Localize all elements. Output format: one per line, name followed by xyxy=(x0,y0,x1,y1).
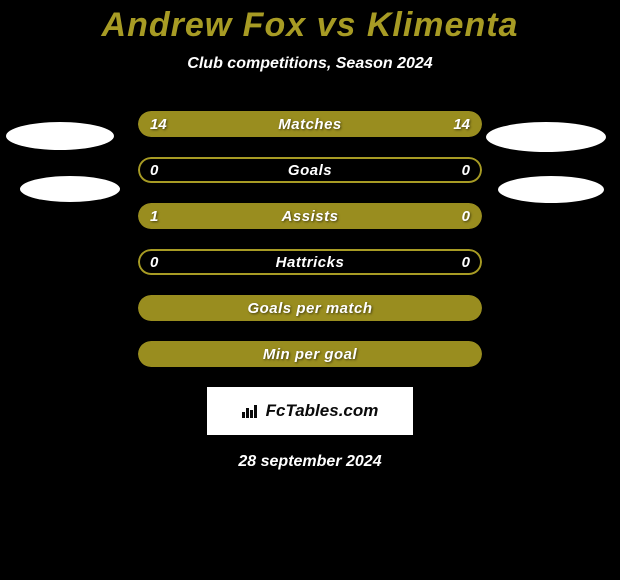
stat-label: Assists xyxy=(138,203,482,229)
stat-label: Min per goal xyxy=(138,341,482,367)
logo-text: FcTables.com xyxy=(266,401,379,421)
stat-value-right: 14 xyxy=(453,111,470,137)
stat-row-hattricks: Hattricks0 0 xyxy=(138,249,482,275)
stat-value-right: 0 xyxy=(462,203,470,229)
decorative-ellipse xyxy=(20,176,120,202)
stat-row-goals-per-match: Goals per match xyxy=(138,295,482,321)
stat-value-left: 1 xyxy=(150,203,158,229)
decorative-ellipse xyxy=(498,176,604,203)
stat-value-right: 0 xyxy=(462,249,470,275)
stat-label: Hattricks xyxy=(138,249,482,275)
stat-row-goals: Goals0 0 xyxy=(138,157,482,183)
decorative-ellipse xyxy=(486,122,606,152)
stat-row-min-per-goal: Min per goal xyxy=(138,341,482,367)
vs-text: vs xyxy=(317,6,357,44)
player1-name: Andrew Fox xyxy=(102,6,307,44)
logo-card: FcTables.com xyxy=(207,387,413,435)
stat-value-left: 14 xyxy=(150,111,167,137)
stat-label: Matches xyxy=(138,111,482,137)
logo-chart-icon xyxy=(242,404,260,418)
stat-row-matches: Matches14 14 xyxy=(138,111,482,137)
date-text: 28 september 2024 xyxy=(0,453,620,471)
subtitle: Club competitions, Season 2024 xyxy=(0,55,620,73)
decorative-ellipse xyxy=(6,122,114,150)
page-title: Andrew Fox vs Klimenta xyxy=(0,0,620,45)
stat-label: Goals xyxy=(138,157,482,183)
stat-value-left: 0 xyxy=(150,249,158,275)
stat-row-assists: Assists1 0 xyxy=(138,203,482,229)
stat-label: Goals per match xyxy=(138,295,482,321)
player2-name: Klimenta xyxy=(367,6,519,44)
stat-value-right: 0 xyxy=(462,157,470,183)
stat-value-left: 0 xyxy=(150,157,158,183)
